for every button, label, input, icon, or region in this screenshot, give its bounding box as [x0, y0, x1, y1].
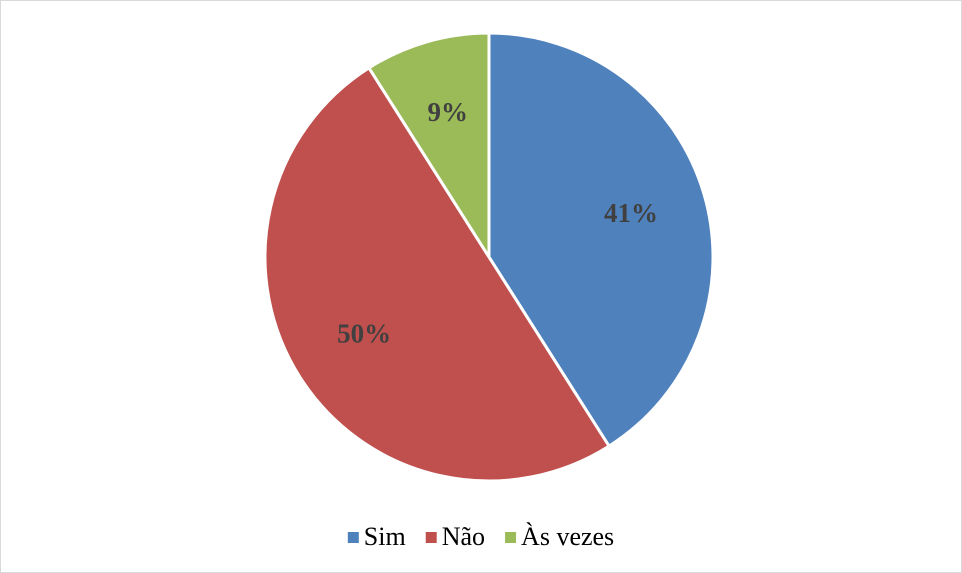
value-label: 9% [428, 97, 469, 127]
legend-swatch [425, 532, 437, 543]
legend-label: Às vezes [521, 522, 614, 551]
value-label: 41% [604, 198, 658, 228]
legend-swatch [347, 532, 359, 543]
legend-label: Não [442, 522, 485, 551]
legend-swatch [505, 532, 517, 543]
value-label: 50% [337, 318, 391, 348]
pie-slice [263, 65, 612, 483]
pie-slice [366, 31, 491, 263]
legend-label: Sim [364, 522, 406, 551]
